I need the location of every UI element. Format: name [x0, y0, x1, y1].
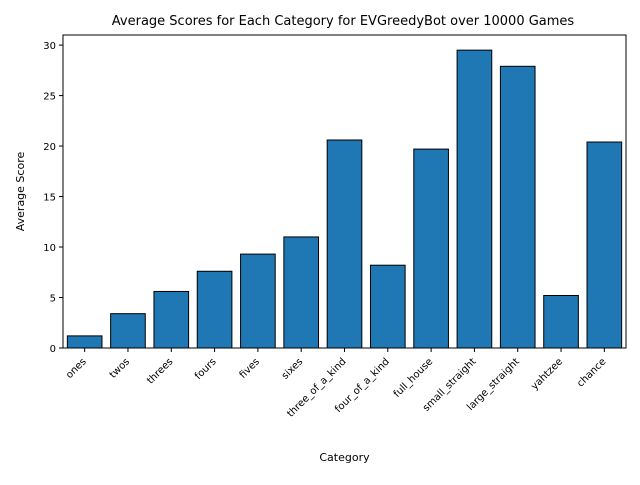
bar-three-of-a-kind — [326, 139, 363, 349]
x-axis: ones twos threes fours fives sixesthree_of_a_… — [64, 348, 608, 420]
bar-yahtzee — [543, 294, 579, 349]
bar-fours — [196, 270, 233, 349]
x-tick-label-threes: threes — [145, 356, 175, 386]
bar-four-of-a-kind — [369, 264, 406, 349]
bar-twos — [110, 313, 146, 349]
bar-ones — [66, 335, 103, 349]
bar-sixes — [283, 236, 320, 349]
y-tick-label: 5 — [50, 294, 56, 305]
x-axis-label: Category — [319, 451, 370, 464]
bar-chance — [586, 141, 623, 349]
y-tick-label: 20 — [43, 142, 56, 153]
x-tick-label-sixes: sixes — [280, 356, 305, 381]
x-tick-label-full-house: full_house — [392, 356, 436, 400]
x-tick-label-fives: fives — [238, 356, 262, 380]
y-tick-label: 30 — [43, 41, 56, 52]
bar-full-house — [413, 148, 449, 349]
chart-title: Average Scores for Each Category for EVG… — [112, 14, 575, 29]
x-tick-label-twos: twos — [108, 356, 132, 380]
bar-large-straight — [499, 65, 536, 349]
y-tick-label: 25 — [43, 92, 56, 103]
x-tick-label-ones: ones — [64, 356, 89, 381]
bar-threes — [153, 290, 190, 349]
y-tick-label: 15 — [43, 193, 56, 204]
plot-frame — [62, 34, 627, 349]
x-tick-label-fours: fours — [193, 356, 219, 382]
bar-fives — [240, 253, 276, 349]
y-tick-label: 10 — [43, 243, 56, 254]
bars-group — [66, 49, 623, 349]
x-tick-label-yahtzee: yahtzee — [529, 356, 565, 392]
x-tick-label-chance: chance — [575, 356, 608, 389]
y-axis-label: Average Score — [14, 152, 27, 232]
y-axis: 0 5 10 15 20 25 30 — [43, 41, 63, 355]
bar-small-straight — [456, 49, 493, 349]
y-tick-label: 0 — [50, 344, 56, 355]
